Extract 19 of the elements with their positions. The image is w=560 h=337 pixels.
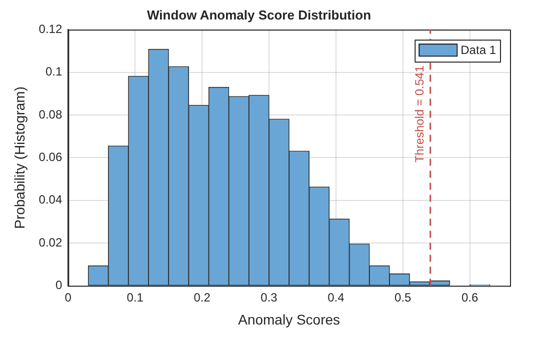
y-tick-label: 0.02 <box>38 235 62 250</box>
y-tick-label: 0.1 <box>45 64 62 79</box>
x-tick-label: 0.6 <box>461 290 478 304</box>
chart-title: Window Anomaly Score Distribution <box>146 7 372 22</box>
x-tick-label: 0.5 <box>394 290 412 304</box>
y-tick-label: 0.08 <box>38 107 62 122</box>
x-tick-label: 0.1 <box>126 290 144 304</box>
x-tick-label: 0.3 <box>260 290 278 304</box>
y-axis-title: Probability (Histogram) <box>11 86 28 229</box>
legend-label: Data 1 <box>460 42 496 57</box>
ref-line-label: Threshold = 0.541 <box>412 65 427 163</box>
y-tick-label: 0.04 <box>38 192 62 207</box>
y-tick-label: 0.12 <box>38 22 62 36</box>
x-axis-title: Anomaly Scores <box>238 311 340 328</box>
x-tick-label: 0.4 <box>328 290 345 304</box>
x-tick-label: 0.2 <box>194 290 211 304</box>
x-tick-label: 0 <box>64 290 72 304</box>
y-tick-label: 0.06 <box>38 150 62 164</box>
y-tick-label: 0 <box>55 278 62 292</box>
